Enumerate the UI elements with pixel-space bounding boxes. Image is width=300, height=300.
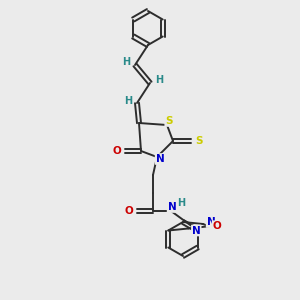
Text: N: N	[207, 217, 215, 227]
Text: O: O	[213, 221, 221, 231]
Text: S: S	[165, 116, 173, 126]
Text: O: O	[112, 146, 122, 156]
Text: N: N	[156, 154, 164, 164]
Text: O: O	[124, 206, 134, 216]
Text: N: N	[192, 226, 201, 236]
Text: H: H	[177, 198, 185, 208]
Text: N: N	[168, 202, 176, 212]
Text: S: S	[195, 136, 203, 146]
Text: H: H	[122, 57, 130, 67]
Text: H: H	[155, 75, 163, 85]
Text: H: H	[124, 96, 132, 106]
